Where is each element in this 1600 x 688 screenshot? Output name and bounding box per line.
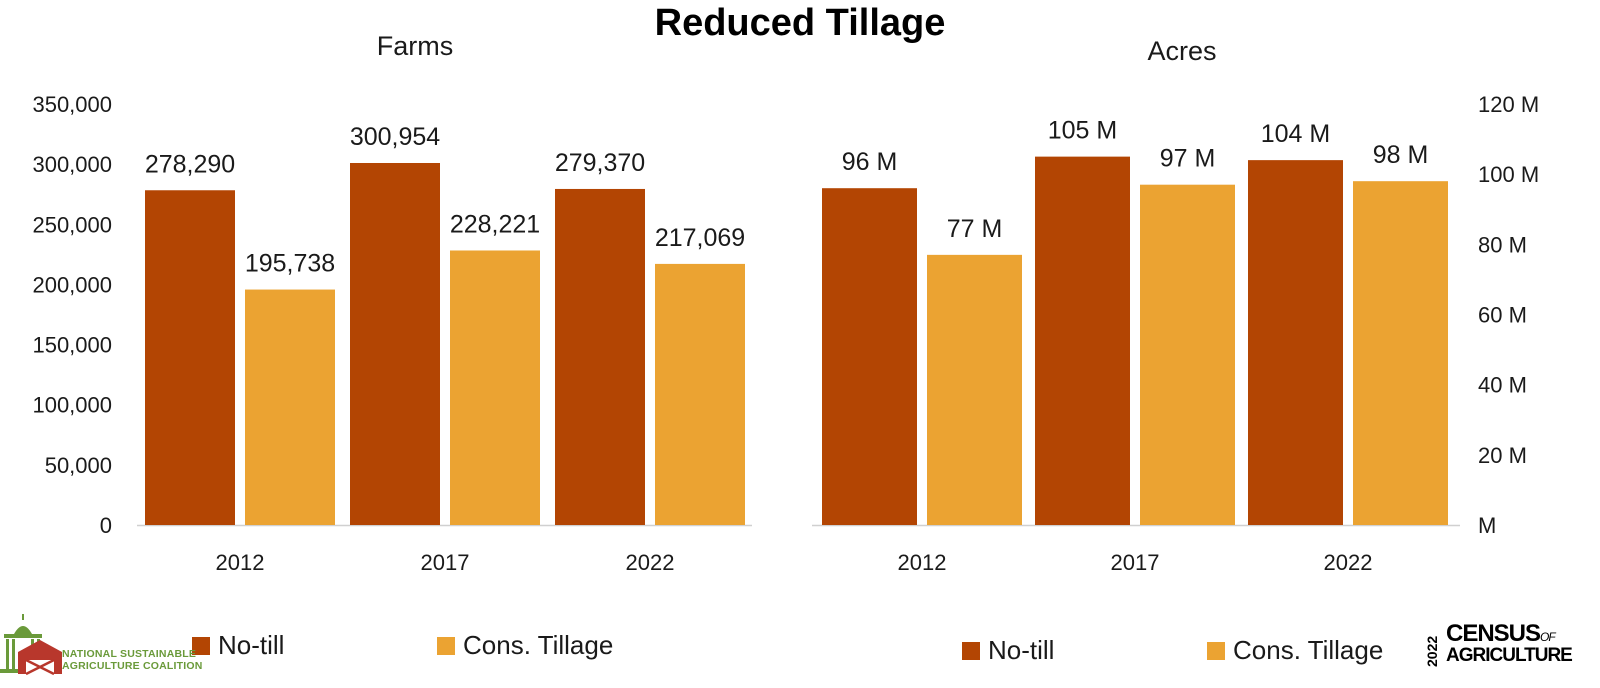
nsac-logo-text: NATIONAL SUSTAINABLE AGRICULTURE COALITI…	[62, 648, 203, 672]
census-logo: CENSUSOF	[1446, 620, 1556, 649]
cons-tillage-swatch	[1207, 641, 1225, 660]
bar-cons-tillage-2022	[1353, 181, 1448, 525]
legend-item-no-till: No-till	[962, 635, 1207, 666]
page-title: Reduced Tillage	[654, 2, 946, 44]
farms-legend: No-till Cons. Tillage	[192, 630, 613, 661]
y-tick-label: 40 M	[1478, 373, 1527, 398]
acres-legend: No-till Cons. Tillage	[962, 635, 1383, 666]
bar-no-till-2022	[555, 188, 645, 525]
y-tick-label: 150,000	[32, 333, 112, 358]
bar-cons-tillage-2012	[927, 254, 1022, 525]
y-tick-label: 300,000	[32, 152, 112, 177]
data-label: 96 M	[842, 148, 898, 176]
data-label: 300,954	[350, 123, 440, 151]
census-year: 2022	[1424, 625, 1442, 667]
bar-no-till-2017	[1035, 156, 1130, 525]
bar-no-till-2012	[145, 190, 235, 525]
capitol-barn-icon	[0, 614, 62, 676]
y-tick-label: M	[1478, 513, 1496, 538]
data-label: 105 M	[1048, 117, 1117, 145]
x-category-label: 2022	[1324, 550, 1373, 575]
legend-label-cons-tillage: Cons. Tillage	[1233, 635, 1384, 665]
legend-label-no-till: No-till	[218, 630, 285, 660]
x-category-label: 2012	[216, 550, 265, 575]
bar-no-till-2022	[1248, 160, 1343, 525]
chart-title: Farms	[377, 31, 454, 61]
y-tick-label: 200,000	[32, 272, 112, 297]
y-tick-label: 20 M	[1478, 443, 1527, 468]
bar-cons-tillage-2017	[1140, 184, 1235, 526]
legend-label-cons-tillage: Cons. Tillage	[463, 630, 614, 660]
x-category-label: 2012	[898, 550, 947, 575]
nsac-line-2: AGRICULTURE COALITION	[62, 660, 203, 672]
bar-cons-tillage-2022	[655, 263, 745, 525]
legend-label-no-till: No-till	[988, 635, 1055, 665]
census-word-text: CENSUS	[1446, 620, 1541, 647]
x-category-label: 2017	[1111, 550, 1160, 575]
no-till-swatch	[192, 636, 210, 655]
y-tick-label: 350,000	[32, 92, 112, 117]
y-tick-label: 100 M	[1478, 162, 1539, 187]
y-tick-label: 50,000	[45, 453, 112, 478]
data-label: 279,370	[555, 149, 645, 177]
y-tick-label: 80 M	[1478, 232, 1527, 257]
y-tick-label: 250,000	[32, 212, 112, 237]
y-tick-label: 120 M	[1478, 92, 1539, 117]
data-label: 195,738	[245, 250, 335, 278]
data-label: 77 M	[947, 215, 1003, 243]
data-label: 97 M	[1160, 145, 1216, 173]
bar-no-till-2012	[822, 188, 917, 525]
cons-tillage-swatch	[437, 636, 455, 655]
y-tick-label: 100,000	[32, 393, 112, 418]
legend-item-no-till: No-till	[192, 630, 437, 661]
data-label: 228,221	[450, 210, 540, 238]
x-category-label: 2022	[626, 550, 675, 575]
farms-chart: Farms 0 50,000 100,000 150,000 200,000 250,000…	[32, 31, 752, 575]
legend-item-cons-tillage: Cons. Tillage	[437, 630, 613, 661]
census-year-text: 2022	[1424, 635, 1440, 667]
census-agriculture-text: AGRICULTURE	[1446, 645, 1573, 666]
nsac-line-1: NATIONAL SUSTAINABLE	[62, 648, 197, 660]
bar-cons-tillage-2017	[450, 250, 540, 526]
no-till-swatch	[962, 641, 980, 660]
census-of-text: OF	[1540, 630, 1556, 644]
data-label: 278,290	[145, 150, 235, 178]
chart-title: Acres	[1147, 36, 1216, 66]
y-tick-label: 60 M	[1478, 303, 1527, 328]
legend-item-cons-tillage: Cons. Tillage	[1207, 635, 1383, 666]
x-category-label: 2017	[421, 550, 470, 575]
data-label: 98 M	[1373, 141, 1429, 169]
bar-no-till-2017	[350, 162, 440, 525]
acres-chart: Acres M 20 M 40 M 60 M 80 M 100 M 120 M 96 M 77 M…	[812, 36, 1539, 575]
data-label: 104 M	[1261, 120, 1330, 148]
data-label: 217,069	[655, 224, 745, 252]
y-tick-label: 0	[100, 513, 112, 538]
bar-cons-tillage-2012	[245, 289, 335, 525]
